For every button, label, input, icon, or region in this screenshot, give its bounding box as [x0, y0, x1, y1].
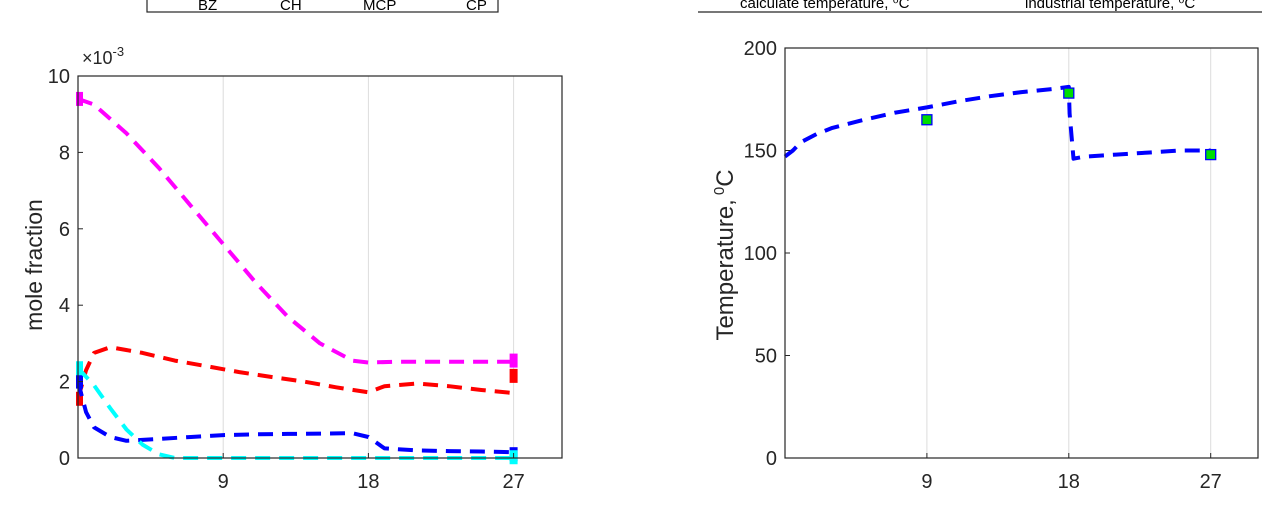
legend-label-cp: CP [466, 0, 487, 14]
grid-left [222, 76, 515, 458]
x-tick-label-right-1: 18 [1058, 471, 1080, 493]
y-tick-label-right-1: 50 [755, 346, 777, 368]
y-tick-label-left-0: 0 [59, 448, 70, 470]
x-tick-label-left-2: 27 [502, 471, 524, 493]
series-line-left-blue [76, 381, 514, 455]
x-tick-label-left-1: 18 [357, 471, 379, 493]
y-tick-label-left-4: 8 [59, 142, 70, 164]
legend-box-right: calculate temperature, ⁰C industrial tem… [698, 0, 1262, 13]
y-tick-label-right-3: 150 [744, 141, 777, 163]
start-marker-left-magenta [76, 91, 83, 106]
y-tick-label-left-5: 10 [48, 66, 70, 88]
end-marker-left-red [509, 368, 518, 383]
y-tick-label-left-2: 4 [59, 295, 70, 317]
plot-frame-right [784, 47, 1259, 459]
legend-label-industrial-temp: industrial temperature, ⁰C [1025, 0, 1195, 12]
series-line-left-magenta [77, 97, 514, 365]
series-left [76, 91, 518, 465]
y-tick-label-right-2: 100 [744, 243, 777, 265]
x-tick-label-right-0: 9 [921, 471, 932, 493]
y-tick-label-left-3: 6 [59, 219, 70, 241]
start-marker-left-red [76, 391, 83, 406]
marker-industrial-0 [921, 114, 933, 126]
axes-temperature: 9 18 27 0 50 100 150 200 Temperature,0C [711, 38, 1259, 493]
start-marker-left-cyan [76, 361, 83, 376]
series-right [783, 84, 1217, 161]
series-line-left-red [76, 345, 514, 400]
y-tick-label-right-0: 0 [766, 448, 777, 470]
legend-label-calc-temp: calculate temperature, ⁰C [740, 0, 910, 12]
legend-label-bz: BZ [198, 0, 217, 14]
marker-industrial-1 [1063, 87, 1075, 99]
legend-label-mcp: MCP [363, 0, 396, 14]
legend-box-left: BZ CH MCP CP [146, 0, 499, 14]
end-marker-left-magenta [509, 353, 518, 368]
y-axis-label-right: Temperature,0C [711, 169, 739, 340]
axes-mole-fraction: 9 18 27 0 2 4 6 8 10 ×10-3 mole fraction [21, 44, 563, 493]
marker-industrial-2 [1205, 148, 1217, 161]
y-tick-label-left-1: 2 [59, 372, 70, 394]
y-tick-label-right-4: 200 [744, 38, 777, 60]
plot-frame-left [77, 75, 563, 459]
legend-label-ch: CH [280, 0, 302, 14]
y-multiplier-left: ×10-3 [82, 44, 124, 68]
legend-frame-left [146, 0, 499, 13]
ticks-left: 9 18 27 0 2 4 6 8 10 [48, 66, 525, 493]
x-tick-label-left-0: 9 [218, 471, 229, 493]
ticks-right: 9 18 27 0 50 100 150 200 [744, 38, 1222, 493]
series-line-right-blue [783, 84, 1211, 161]
y-axis-label-left: mole fraction [21, 199, 47, 331]
x-tick-label-right-2: 27 [1200, 471, 1222, 493]
